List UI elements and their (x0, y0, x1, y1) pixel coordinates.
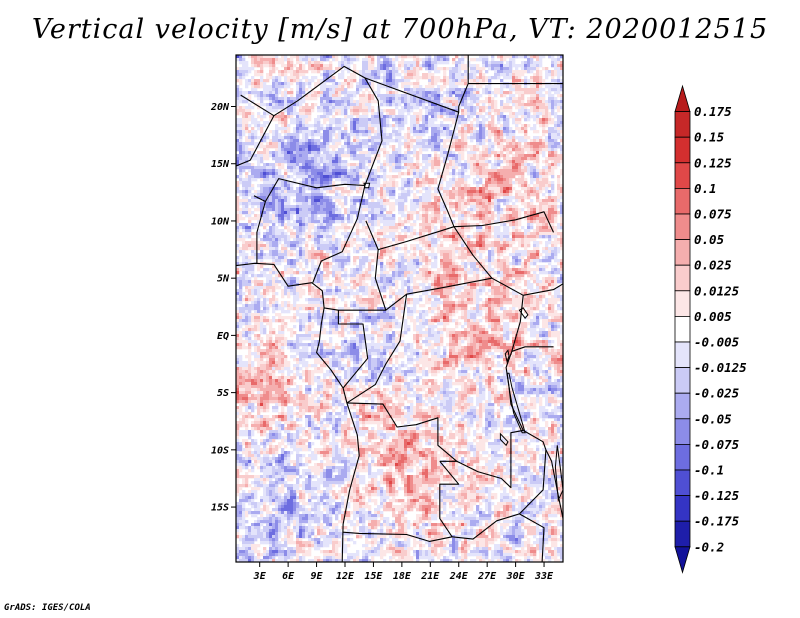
colorbar-swatch (674, 162, 691, 189)
border-line (437, 106, 460, 227)
border-line (365, 220, 455, 251)
colorbar-swatch (674, 264, 691, 292)
colorbar-label: -0.125 (694, 488, 740, 503)
lake-outline (554, 445, 563, 503)
border-line (253, 195, 266, 264)
colorbar-label: -0.075 (694, 437, 740, 452)
border-line (264, 178, 365, 202)
colorbar-triangle-top (674, 84, 691, 112)
colorbar: 0.175 0.15 0.125 0.1 0.075 0.05 0.025 0.0125 0.0… (674, 84, 747, 574)
lon-tick-label: 33E (534, 571, 554, 582)
lake-outline (506, 372, 526, 434)
country-borders (236, 55, 563, 562)
chart-title: Vertical velocity [m/s] at 700hPa, VT: 2… (31, 14, 769, 45)
border-line (346, 402, 458, 462)
axis-ticks: 20N 15N 10N 5N EQ 5S 10S 15S 3E 6E 9E 12E 15E 18E 21E 2… (210, 102, 554, 582)
lon-tick-label: 15E (364, 571, 383, 582)
lon-tick-label: 24E (449, 571, 469, 582)
colorbar-label: -0.025 (694, 386, 740, 401)
colorbar-label: 0.1 (694, 181, 717, 196)
colorbar-label: 0.075 (694, 207, 732, 222)
border-line (523, 283, 563, 296)
colorbar-label: 0.005 (694, 309, 732, 324)
colorbar-label: -0.2 (694, 539, 724, 554)
lake-outline (504, 349, 510, 364)
colorbar-triangle-bottom (674, 546, 691, 574)
border-line (511, 346, 554, 352)
velocity-field (236, 55, 563, 562)
lat-tick-label: 5S (217, 388, 229, 399)
colorbar-swatch (674, 392, 691, 420)
lake-outline (363, 182, 371, 189)
border-line (343, 531, 453, 542)
colorbar-label: 0.0125 (694, 283, 740, 298)
lat-tick-label: 10N (211, 216, 230, 227)
colorbar-label: -0.0125 (694, 360, 747, 375)
colorbar-swatch (674, 367, 691, 394)
colorbar-swatch (674, 495, 691, 522)
lat-tick-label: 10S (211, 445, 229, 456)
border-line (522, 429, 547, 450)
lon-tick-label: 9E (311, 571, 324, 582)
colorbar-label: 0.125 (694, 155, 732, 170)
colorbar-swatch (674, 520, 691, 548)
lake-outline (518, 307, 529, 320)
colorbar-label: -0.005 (694, 335, 740, 350)
border-line (439, 460, 460, 538)
lon-tick-label: 30E (506, 571, 526, 582)
lake-outline (499, 432, 509, 447)
lon-tick-label: 3E (253, 571, 267, 582)
colorbar-swatch (674, 341, 691, 369)
map-frame (235, 54, 564, 563)
colorbar-swatch (674, 111, 691, 138)
border-line (364, 77, 459, 113)
border-line (453, 226, 524, 296)
border-line (312, 185, 366, 283)
border-line (456, 429, 524, 489)
colorbar-label: -0.05 (694, 411, 732, 426)
lat-tick-label: 15N (211, 159, 230, 170)
colorbar-label: 0.05 (694, 232, 725, 247)
border-line (346, 294, 408, 404)
lon-tick-label: 21E (420, 571, 440, 582)
colorbar-label: 0.025 (694, 258, 732, 273)
border-line (545, 449, 563, 519)
border-line (453, 211, 554, 233)
border-line (505, 295, 524, 431)
colorbar-swatch (674, 443, 691, 471)
lat-tick-label: 15S (211, 503, 229, 514)
colorbar-swatch (674, 315, 691, 343)
colorbar-swatch (674, 136, 691, 164)
lat-tick-label: 5N (217, 274, 230, 285)
colorbar-label: -0.1 (694, 463, 724, 478)
lon-tick-label: 27E (477, 571, 497, 582)
lon-tick-label: 6E (282, 571, 295, 582)
border-line (240, 65, 383, 186)
colorbar-swatch (674, 469, 691, 497)
colorbar-swatch (674, 239, 691, 266)
colorbar-swatch (674, 290, 691, 317)
lat-tick-label: 20N (210, 102, 230, 113)
border-line (452, 449, 547, 540)
lat-tick-label: EQ (217, 331, 229, 342)
lon-tick-label: 12E (336, 571, 355, 582)
border-line (519, 513, 545, 562)
colorbar-label: -0.175 (694, 514, 740, 529)
colorbar-label: 0.15 (694, 130, 725, 145)
border-line (374, 249, 493, 311)
border-line (324, 307, 386, 311)
border-line (337, 310, 369, 389)
colorbar-swatch (674, 213, 691, 241)
border-line (236, 262, 360, 562)
colorbar-swatch (674, 418, 691, 445)
colorbar-swatch (674, 187, 691, 215)
lon-tick-label: 18E (393, 571, 412, 582)
border-line (236, 115, 275, 167)
colorbar-label: 0.175 (694, 104, 732, 119)
credit-label: GrADS: IGES/COLA (4, 603, 91, 613)
